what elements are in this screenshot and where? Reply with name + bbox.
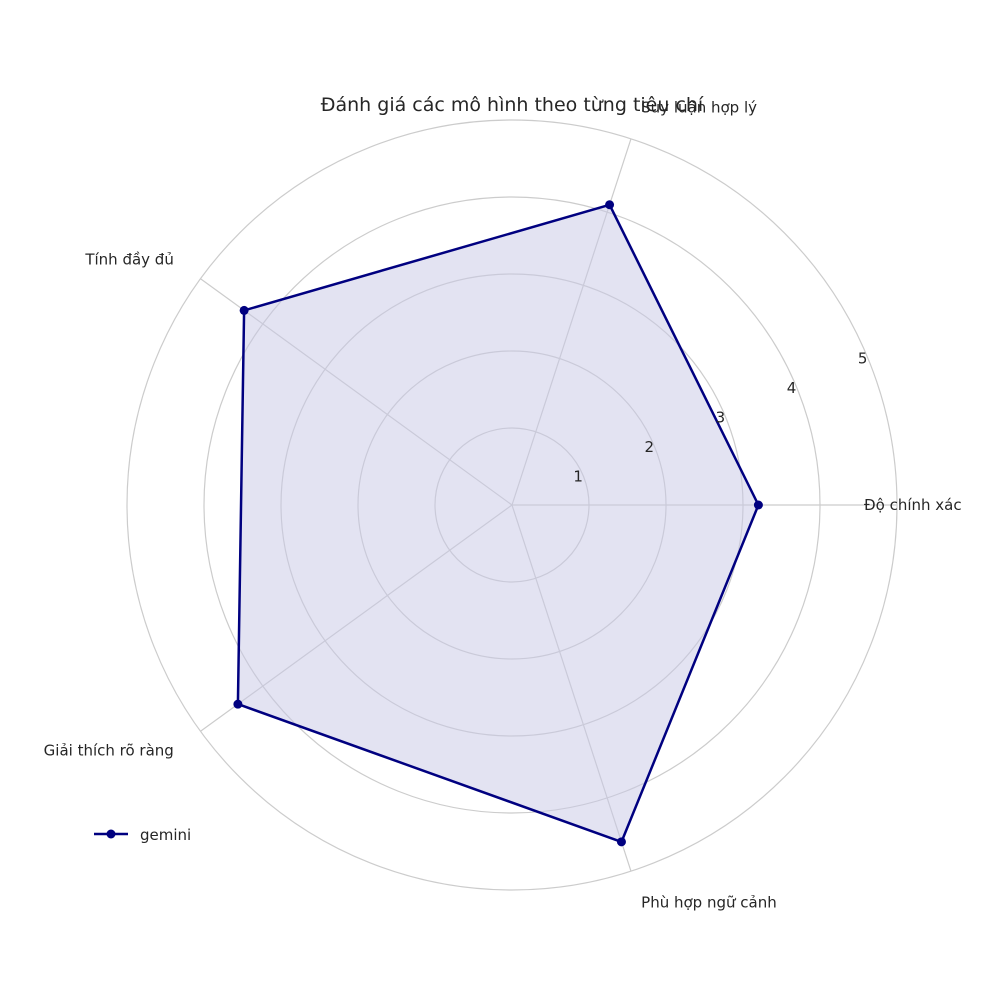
axis-label-1: Suy luận hợp lý [641,98,757,116]
axis-label-0: Độ chính xác [864,496,962,514]
radial-tick-label-2: 2 [645,438,655,456]
radial-tick-label-3: 3 [716,409,726,427]
series-area-gemini [237,204,759,842]
axis-label-2: Tính đầy đủ [84,250,174,268]
axis-label-4: Phù hợp ngữ cảnh [641,894,777,912]
chart-title: Đánh giá các mô hình theo từng tiêu chí [321,94,704,116]
axis-label-3: Giải thích rõ ràng [44,742,174,760]
data-point-3 [233,699,243,709]
legend-marker-gemini [106,829,116,839]
radial-tick-label-4: 4 [787,379,797,397]
label-layer: 1 2 3 4 5 Độ chính xác Suy luận hợp lý Tính đầy… [44,98,962,911]
series-line-gemini [236,203,760,844]
radial-tick-label-1: 1 [573,468,583,486]
data-point-1 [605,200,615,210]
radial-tick-label-5: 5 [858,350,868,368]
series-layer [233,200,763,847]
data-point-2 [239,305,249,315]
data-point-0 [753,500,763,510]
data-point-4 [616,837,626,847]
legend-label-gemini: gemini [140,826,191,844]
legend: gemini [94,826,191,844]
